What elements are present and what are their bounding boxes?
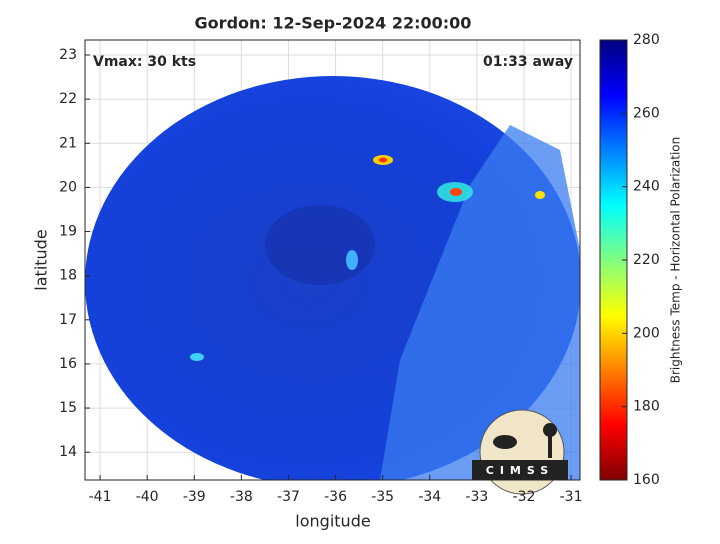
y-tick-label: 18 xyxy=(59,268,77,284)
y-tick-label: 21 xyxy=(59,135,77,151)
satellite-image xyxy=(85,76,580,480)
x-axis-label: longitude xyxy=(295,512,370,531)
cloud-spot xyxy=(190,353,204,361)
x-tick-label: -33 xyxy=(465,489,488,505)
dark-region xyxy=(265,205,375,285)
x-tick-label: -31 xyxy=(560,489,583,505)
logo-tower xyxy=(543,423,557,437)
x-tick-label: -37 xyxy=(277,489,300,505)
cloud-spot xyxy=(346,250,358,270)
x-tick-label: -40 xyxy=(136,489,159,505)
x-tick-label: -32 xyxy=(513,489,536,505)
chart-title: Gordon: 12-Sep-2024 22:00:00 xyxy=(195,14,472,33)
x-tick-label: -35 xyxy=(371,489,394,505)
logo-band xyxy=(472,460,568,480)
colorbar-tick-label: 260 xyxy=(633,105,660,121)
colorbar-tick-label: 220 xyxy=(633,252,660,268)
logo: CIMSS xyxy=(472,409,568,495)
y-tick-label: 15 xyxy=(59,400,77,416)
y-tick-label: 16 xyxy=(59,356,77,372)
hot-spot xyxy=(379,157,387,163)
logo-tower xyxy=(548,436,552,458)
plot-frame xyxy=(84,39,581,481)
x-tick-label: -39 xyxy=(183,489,206,505)
hot-spot xyxy=(450,188,462,196)
colorbar-tick-label: 160 xyxy=(633,472,660,488)
colorbar-tick-label: 180 xyxy=(633,399,660,415)
annotation: 01:33 away xyxy=(483,54,573,70)
y-axis-label: latitude xyxy=(32,229,51,290)
colorbar-tick-label: 280 xyxy=(633,32,660,48)
x-tick-label: -38 xyxy=(230,489,253,505)
colorbar-label: Brightness Temp - Horizontal Polarizatio… xyxy=(669,137,683,384)
y-tick-label: 22 xyxy=(59,91,77,107)
colorbar-tick-label: 240 xyxy=(633,179,660,195)
y-tick-label: 20 xyxy=(59,179,77,195)
y-tick-label: 23 xyxy=(59,47,77,63)
y-tick-label: 19 xyxy=(59,224,77,240)
x-tick-label: -41 xyxy=(89,489,112,505)
y-tick-label: 17 xyxy=(59,312,77,328)
annotation: Vmax: 30 kts xyxy=(93,54,196,70)
logo-dish xyxy=(493,435,517,449)
x-tick-label: -36 xyxy=(324,489,347,505)
colorbar-tick-label: 200 xyxy=(633,325,660,341)
y-tick-label: 14 xyxy=(59,444,77,460)
cloud-spot xyxy=(535,191,545,199)
x-tick-label: -34 xyxy=(418,489,441,505)
logo-text: CIMSS xyxy=(486,464,554,477)
scan-wedge xyxy=(380,125,580,480)
